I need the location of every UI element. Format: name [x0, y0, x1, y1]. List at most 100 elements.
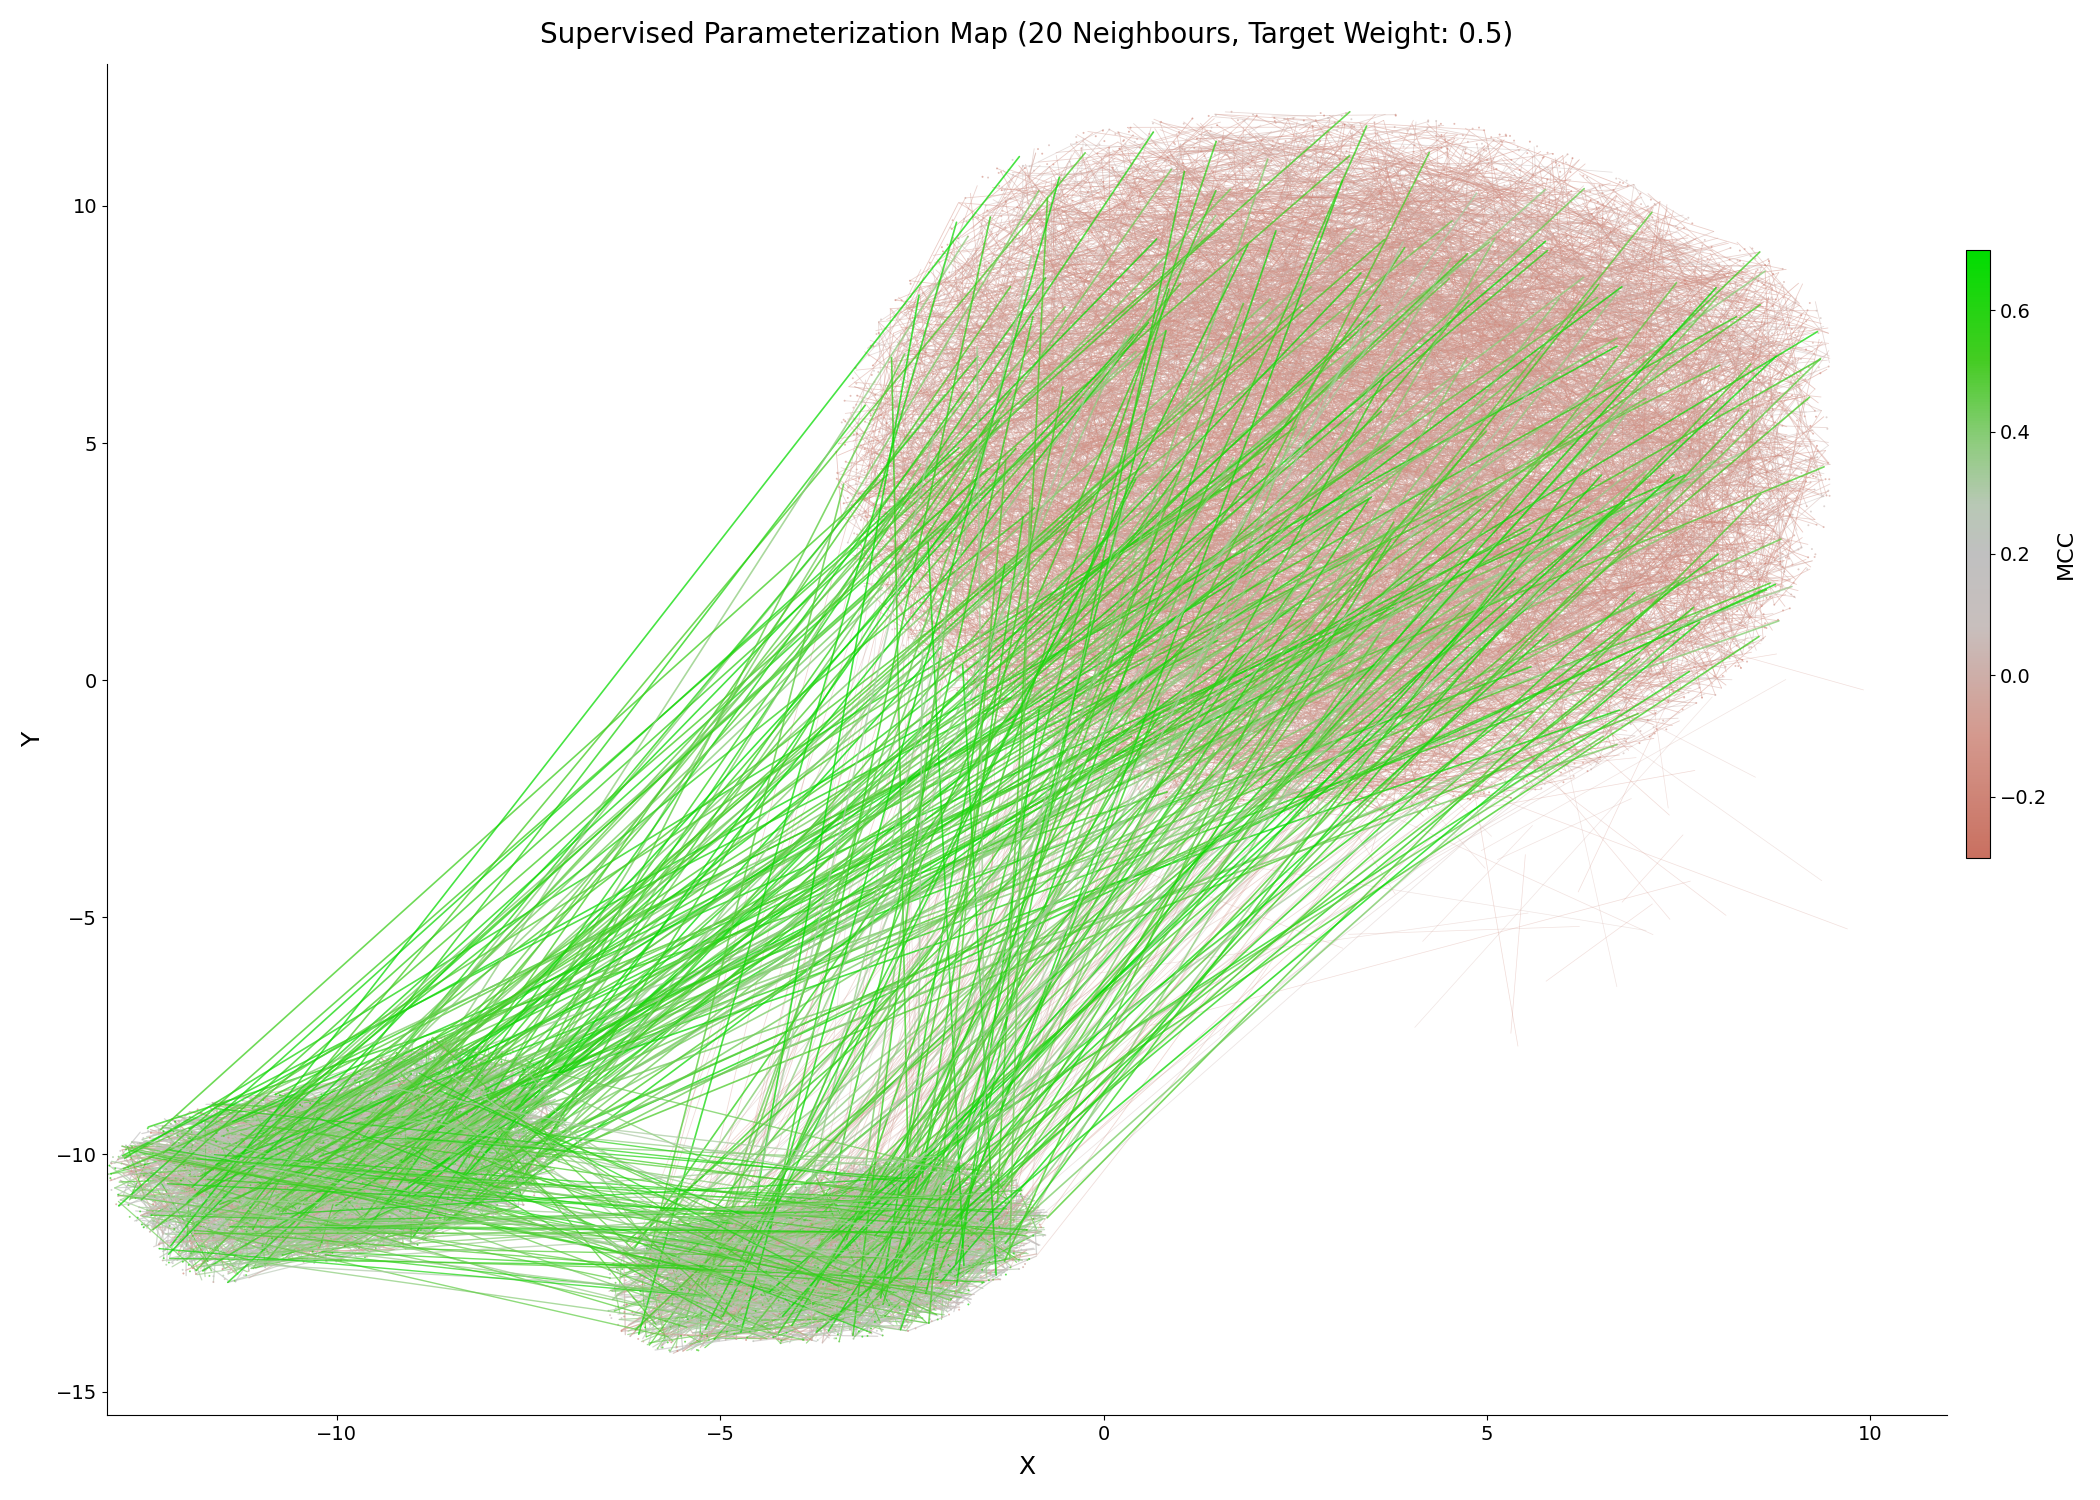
Point — [365, 1146, 399, 1170]
Point — [998, 630, 1031, 654]
Point — [1279, 122, 1312, 146]
Point — [1201, 628, 1235, 652]
Point — [1497, 184, 1531, 209]
Point — [758, 1312, 792, 1336]
Point — [218, 1269, 252, 1293]
Point — [1054, 712, 1088, 736]
Point — [1682, 615, 1716, 639]
Point — [172, 1154, 206, 1178]
Point — [1186, 399, 1220, 423]
Point — [483, 1124, 517, 1148]
Point — [527, 1154, 561, 1178]
Point — [1581, 190, 1615, 214]
Point — [1180, 585, 1214, 609]
Point — [1508, 726, 1541, 750]
Point — [1264, 675, 1298, 699]
Point — [1472, 136, 1506, 160]
Point — [922, 1308, 956, 1332]
Point — [1098, 626, 1132, 650]
Point — [1315, 710, 1348, 734]
Point — [212, 1125, 246, 1149]
Point — [1428, 658, 1462, 682]
Point — [376, 1174, 410, 1198]
Point — [1571, 489, 1604, 513]
Point — [1266, 106, 1300, 130]
Point — [1632, 684, 1665, 708]
Point — [1222, 288, 1256, 312]
Point — [1480, 639, 1514, 663]
Point — [945, 520, 979, 544]
Point — [888, 1264, 922, 1288]
Point — [981, 426, 1014, 450]
Point — [1602, 243, 1636, 267]
Point — [1432, 194, 1466, 217]
Point — [869, 1264, 903, 1288]
Point — [1699, 574, 1732, 598]
Point — [1334, 759, 1367, 783]
Point — [1050, 714, 1084, 738]
Point — [1405, 778, 1439, 802]
Point — [452, 1074, 485, 1098]
Point — [706, 1287, 739, 1311]
Point — [1239, 400, 1273, 424]
Point — [206, 1263, 239, 1287]
Point — [830, 1180, 863, 1204]
Point — [1321, 264, 1355, 288]
Point — [1550, 692, 1583, 715]
Point — [756, 1203, 790, 1227]
Point — [1443, 705, 1476, 729]
Point — [991, 282, 1025, 306]
Point — [1191, 509, 1224, 532]
Point — [267, 1224, 300, 1248]
Point — [183, 1224, 216, 1248]
Point — [1018, 358, 1052, 382]
Point — [855, 1280, 888, 1304]
Point — [869, 496, 903, 520]
Point — [1407, 730, 1441, 754]
Point — [926, 1238, 960, 1262]
Point — [1075, 476, 1109, 500]
Point — [525, 1084, 559, 1108]
Point — [1573, 734, 1607, 758]
Point — [1653, 352, 1686, 376]
Point — [235, 1158, 269, 1182]
Point — [1418, 171, 1451, 195]
Point — [1323, 164, 1357, 188]
Point — [1203, 231, 1237, 255]
Point — [699, 1200, 733, 1224]
Point — [288, 1198, 321, 1222]
Point — [1042, 244, 1075, 268]
Point — [1552, 180, 1586, 204]
Point — [979, 342, 1012, 366]
Point — [370, 1048, 403, 1072]
Point — [966, 240, 1000, 264]
Point — [1153, 580, 1186, 604]
Point — [384, 1155, 418, 1179]
Point — [1126, 240, 1159, 264]
Point — [888, 503, 922, 526]
Point — [1268, 129, 1302, 153]
Point — [1373, 266, 1407, 290]
Point — [1046, 426, 1079, 450]
Point — [1176, 393, 1210, 417]
Point — [1688, 414, 1722, 438]
Point — [592, 1256, 626, 1280]
Point — [1142, 333, 1176, 357]
Point — [1512, 556, 1546, 580]
Point — [1138, 402, 1172, 426]
Point — [1327, 300, 1361, 324]
Point — [1623, 718, 1657, 742]
Point — [1665, 495, 1699, 519]
Point — [158, 1119, 191, 1143]
Point — [1409, 447, 1443, 471]
Point — [1531, 244, 1564, 268]
Point — [464, 1083, 498, 1107]
Point — [1256, 246, 1289, 270]
Point — [1340, 472, 1373, 496]
Point — [1105, 309, 1138, 333]
Point — [1359, 663, 1392, 687]
Point — [1336, 616, 1369, 640]
Point — [1231, 152, 1264, 176]
Point — [979, 426, 1012, 450]
Point — [275, 1092, 309, 1116]
